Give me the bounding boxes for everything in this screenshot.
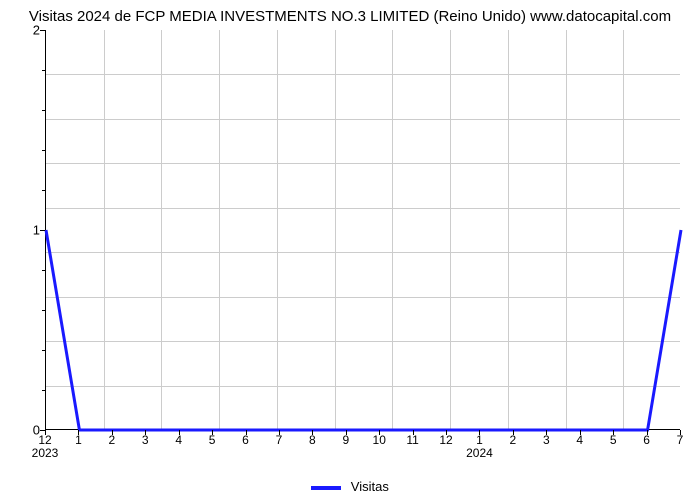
x-tick-label: 5: [209, 433, 216, 447]
y-tick-label: 0: [10, 423, 40, 438]
y-minor-tick: [42, 70, 45, 71]
x-tick-label: 9: [342, 433, 349, 447]
y-tick-label: 2: [10, 23, 40, 38]
x-tick-label: 6: [643, 433, 650, 447]
x-tick-label: 2: [510, 433, 517, 447]
x-tick-label: 8: [309, 433, 316, 447]
chart-title: Visitas 2024 de FCP MEDIA INVESTMENTS NO…: [0, 8, 700, 25]
x-tick-label: 4: [175, 433, 182, 447]
x-tick-label: 12: [38, 433, 51, 447]
x-tick-label: 3: [543, 433, 550, 447]
legend-label: Visitas: [351, 479, 389, 494]
y-tick-mark: [40, 30, 45, 31]
x-tick-label: 1: [476, 433, 483, 447]
x-tick-label: 7: [677, 433, 684, 447]
x-tick-label: 7: [276, 433, 283, 447]
x-year-label: 2024: [466, 446, 493, 460]
line-series: [46, 30, 681, 430]
x-tick-label: 3: [142, 433, 149, 447]
y-minor-tick: [42, 110, 45, 111]
y-minor-tick: [42, 190, 45, 191]
x-year-label: 2023: [32, 446, 59, 460]
y-minor-tick: [42, 390, 45, 391]
y-minor-tick: [42, 310, 45, 311]
y-minor-tick: [42, 150, 45, 151]
x-tick-label: 11: [406, 433, 418, 447]
x-tick-label: 6: [242, 433, 249, 447]
legend: Visitas: [0, 479, 700, 494]
x-tick-label: 2: [108, 433, 115, 447]
x-tick-label: 1: [75, 433, 82, 447]
x-tick-label: 10: [373, 433, 386, 447]
y-minor-tick: [42, 270, 45, 271]
plot-area: [45, 30, 680, 430]
x-tick-label: 4: [576, 433, 583, 447]
x-tick-label: 5: [610, 433, 617, 447]
y-tick-mark: [40, 230, 45, 231]
legend-swatch-icon: [311, 486, 341, 490]
x-tick-label: 12: [439, 433, 452, 447]
y-minor-tick: [42, 350, 45, 351]
y-tick-label: 1: [10, 223, 40, 238]
